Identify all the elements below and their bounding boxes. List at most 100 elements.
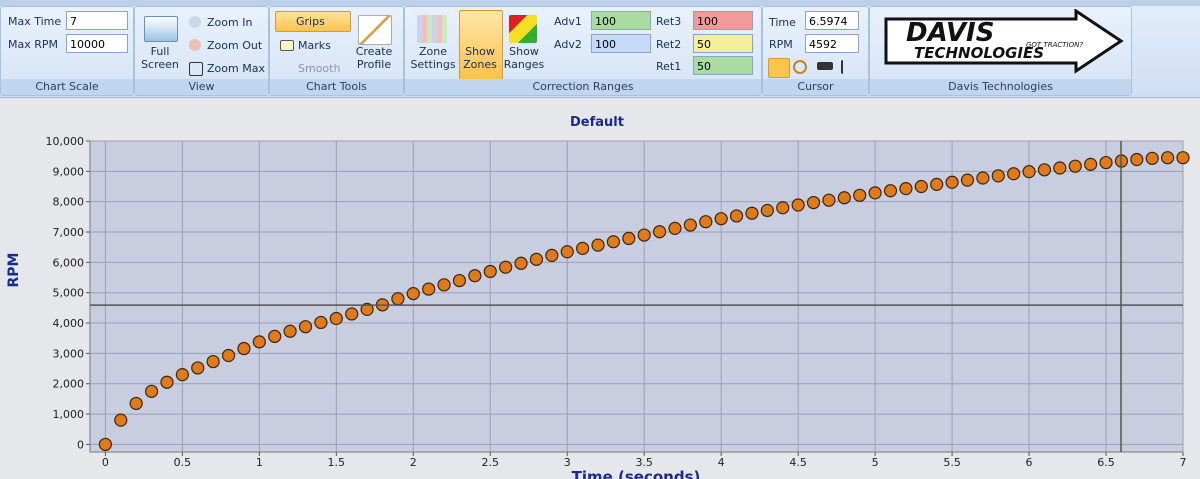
logo-arrow [884, 9, 1124, 74]
label: Time [769, 16, 796, 29]
data-point [622, 231, 636, 245]
view-group: Full Screen Zoom In Zoom Out Zoom Max Vi… [134, 6, 269, 96]
x-tick-label: 0.5 [174, 456, 192, 469]
icon [509, 15, 537, 43]
data-point [714, 212, 728, 226]
input[interactable]: 50 [693, 34, 753, 53]
create-profile-button[interactable]: Create Profile [355, 45, 393, 71]
input[interactable]: 100 [693, 11, 753, 30]
data-point [899, 182, 913, 196]
icon [417, 15, 447, 43]
x-tick-label: 4.5 [789, 456, 807, 469]
x-tick-label: 5 [872, 456, 879, 469]
group-label: Chart Tools [270, 79, 403, 95]
zoom-max-button[interactable]: Zoom Max [207, 62, 265, 75]
label: Max RPM [8, 38, 59, 51]
data-point [930, 177, 944, 191]
icon [189, 39, 201, 51]
cursor-group: Time 6.5974 RPM 4592 Cursor [762, 6, 869, 96]
data-point [1007, 167, 1021, 181]
y-tick-label: 10,000 [46, 135, 85, 148]
data-point [606, 235, 621, 249]
smooth-button[interactable]: Smooth [298, 62, 341, 75]
data-point [945, 175, 959, 189]
data-point [221, 348, 236, 363]
logo-text: DAVIS [906, 18, 994, 48]
data-point [560, 245, 574, 259]
x-axis-label: Time (seconds) [572, 468, 701, 479]
data-point [129, 396, 143, 411]
data-point [175, 368, 189, 382]
data-point [406, 287, 420, 301]
data-point [1022, 165, 1036, 179]
data-point [1145, 151, 1159, 165]
y-tick-label: 8,000 [53, 196, 85, 209]
tab-strip [0, 0, 1200, 6]
group-label: View [135, 79, 268, 95]
data-point [329, 311, 343, 326]
grips-button[interactable]: Grips [296, 15, 325, 28]
logo-text: TECHNOLOGIES [914, 44, 1044, 62]
icon [189, 62, 203, 76]
cursor-tool[interactable] [841, 60, 859, 74]
chart-scale-group: Max Time 7 Max RPM 10000 Chart Scale [0, 6, 134, 96]
input[interactable]: 6.5974 [805, 11, 859, 30]
show-zones-button[interactable]: Show Zones [463, 45, 497, 71]
data-point [991, 169, 1005, 183]
data-point [1099, 155, 1113, 170]
input[interactable]: 10000 [66, 34, 128, 53]
data-point [1161, 151, 1175, 165]
data-point [160, 375, 174, 389]
x-tick-label: 1.5 [328, 456, 346, 469]
icon [189, 16, 201, 28]
y-tick-label: 0 [77, 438, 84, 451]
label: Ret2 [656, 38, 682, 51]
data-point [483, 264, 497, 279]
zoom-in-button[interactable]: Zoom In [207, 16, 253, 29]
input[interactable]: 50 [693, 56, 753, 75]
data-point [237, 341, 251, 356]
grips-highlight [275, 11, 351, 32]
data-point [806, 195, 821, 210]
data-point [268, 329, 282, 343]
show-ranges-button[interactable]: Show Ranges [503, 45, 545, 71]
cursor-tool[interactable] [793, 60, 807, 74]
label: Ret3 [656, 15, 682, 28]
x-tick-label: 2 [410, 456, 417, 469]
data-point [976, 171, 990, 185]
plot-area [89, 140, 1184, 453]
label: Adv2 [554, 38, 582, 51]
input[interactable]: 100 [591, 34, 651, 53]
cursor-tool[interactable] [817, 62, 833, 70]
input[interactable]: 7 [66, 11, 128, 30]
data-point [545, 248, 559, 262]
data-point [576, 241, 590, 256]
zoom-out-button[interactable]: Zoom Out [207, 39, 263, 52]
data-point [1068, 159, 1082, 173]
data-point [637, 228, 651, 242]
data-point [452, 273, 467, 288]
zone-settings-button[interactable]: Zone Settings [410, 45, 456, 71]
logo: DAVIS GOT TRACTION? TECHNOLOGIES [884, 9, 1124, 74]
data-point [1037, 163, 1052, 177]
ribbon: Max Time 7 Max RPM 10000 Chart Scale Ful… [0, 0, 1200, 98]
data-point [114, 413, 128, 427]
y-tick-label: 7,000 [53, 226, 85, 239]
data-point [652, 225, 667, 239]
data-point [776, 201, 790, 215]
data-point [1176, 151, 1190, 165]
cursor-tool[interactable] [768, 58, 790, 78]
davis-group: DAVIS GOT TRACTION? TECHNOLOGIES Davis T… [869, 6, 1132, 96]
label: Max Time [8, 15, 62, 28]
data-point [514, 256, 528, 270]
data-point [437, 278, 451, 292]
input[interactable]: 100 [591, 11, 651, 30]
data-point [883, 184, 898, 198]
full-screen-button[interactable]: Full Screen [141, 45, 179, 71]
y-axis-label: RPM [6, 253, 22, 288]
marks-button[interactable]: Marks [298, 39, 331, 52]
x-tick-label: 3 [564, 456, 571, 469]
chart-tools-group: Grips Marks Smooth Create Profile Chart … [269, 6, 404, 96]
icon [280, 40, 294, 51]
input[interactable]: 4592 [805, 34, 859, 53]
